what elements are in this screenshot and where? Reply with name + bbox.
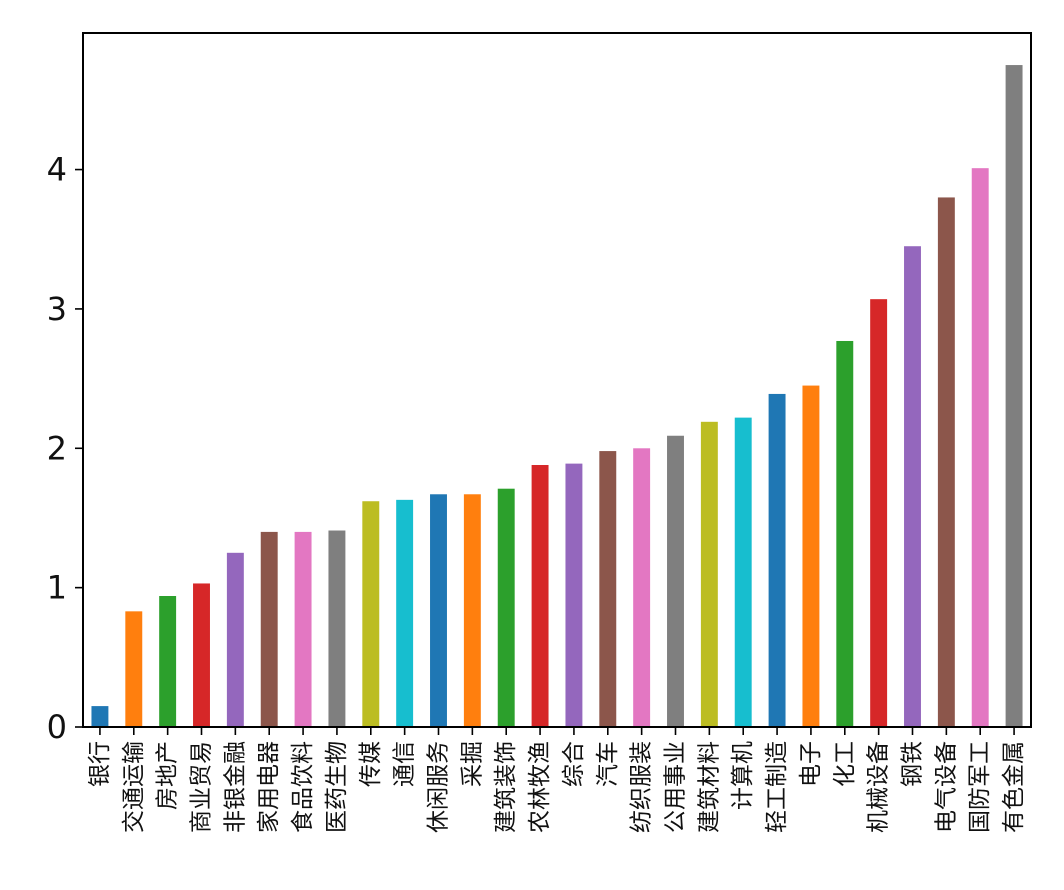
bar-4	[226, 552, 244, 727]
x-tick-label: 房地产	[155, 741, 181, 810]
x-tick-label: 有色金属	[1001, 741, 1027, 833]
x-tick-label: 国防军工	[967, 741, 993, 833]
x-tick-label: 商业贸易	[189, 741, 215, 833]
y-tick-label: 0	[47, 708, 67, 746]
bar-14	[565, 463, 583, 727]
bar-11	[463, 494, 481, 727]
x-tick-label: 食品饮料	[290, 741, 316, 833]
bar-27	[1005, 65, 1023, 728]
x-tick-label: 传媒	[358, 741, 384, 787]
bar-16	[633, 448, 651, 727]
bar-5	[260, 531, 278, 727]
bar-2	[159, 596, 177, 727]
x-tick-label: 非银金融	[222, 741, 248, 833]
bar-3	[193, 583, 210, 727]
x-tick-label: 电子	[798, 741, 824, 787]
bar-9	[396, 499, 414, 727]
x-tick-label: 建筑材料	[696, 741, 722, 833]
bars	[91, 65, 1023, 728]
bar-0	[91, 706, 109, 727]
y-axis-ticks: 0 1 2 3 4	[47, 151, 83, 746]
bar-18	[700, 421, 718, 727]
bar-19	[734, 417, 752, 727]
x-tick-label: 公用事业	[663, 741, 689, 833]
plot-frame	[82, 32, 1032, 728]
x-tick-label: 医药生物	[324, 741, 350, 833]
bar-10	[430, 494, 447, 727]
bar-21	[802, 385, 820, 727]
x-tick-label: 通信	[392, 741, 418, 787]
x-tick-label: 采掘	[459, 741, 485, 787]
x-tick-label: 休闲服务	[426, 741, 452, 833]
x-tick-label: 钢铁	[900, 741, 926, 787]
y-tick-label: 2	[47, 429, 67, 467]
x-tick-label: 银行	[87, 741, 113, 787]
bar-26	[971, 168, 989, 728]
x-tick-label: 综合	[561, 741, 587, 787]
bar-12	[497, 488, 515, 727]
x-tick-label: 汽车	[595, 741, 621, 787]
x-tick-label: 电气设备	[933, 741, 959, 833]
y-tick-label: 1	[47, 569, 67, 607]
x-tick-label: 化工	[832, 741, 858, 787]
bar-25	[937, 197, 955, 727]
bar-6	[294, 531, 312, 727]
x-tick-label: 轻工制造	[764, 741, 790, 833]
bar-24	[904, 246, 921, 728]
bar-7	[328, 530, 346, 727]
x-tick-label: 家用电器	[256, 741, 282, 833]
x-tick-label: 农林牧渔	[527, 741, 553, 833]
bar-20	[768, 393, 786, 727]
bar-8	[362, 501, 380, 727]
y-tick-label: 4	[47, 151, 67, 189]
bar-23	[870, 299, 888, 727]
y-tick-label: 3	[47, 290, 67, 328]
bar-1	[125, 611, 143, 727]
bar-22	[836, 340, 854, 727]
x-tick-label: 纺织服装	[629, 741, 655, 833]
x-tick-label: 交通运输	[121, 741, 147, 833]
x-tick-label: 机械设备	[866, 741, 892, 833]
bar-13	[531, 465, 549, 727]
x-tick-label: 建筑装饰	[493, 741, 519, 833]
bar-15	[599, 451, 617, 727]
bar-17	[667, 435, 684, 727]
x-tick-label: 计算机	[730, 741, 756, 810]
x-axis-ticks: 银行 交通运输 房地产 商业贸易 非银金融 家用电器 食品饮料 医药生物 传媒 通信 休闲服务 采掘建…	[87, 727, 1027, 833]
